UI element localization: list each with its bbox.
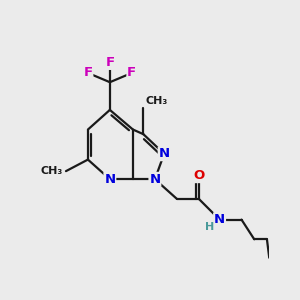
Text: N: N xyxy=(149,173,161,186)
Text: N: N xyxy=(159,147,170,160)
Text: F: F xyxy=(83,67,92,80)
Text: CH₃: CH₃ xyxy=(145,96,167,106)
Text: F: F xyxy=(105,56,114,69)
Text: H: H xyxy=(205,222,214,232)
Text: CH₃: CH₃ xyxy=(41,166,63,176)
Text: N: N xyxy=(214,213,225,226)
Text: O: O xyxy=(193,169,204,182)
Text: F: F xyxy=(127,67,136,80)
Text: N: N xyxy=(104,173,116,186)
